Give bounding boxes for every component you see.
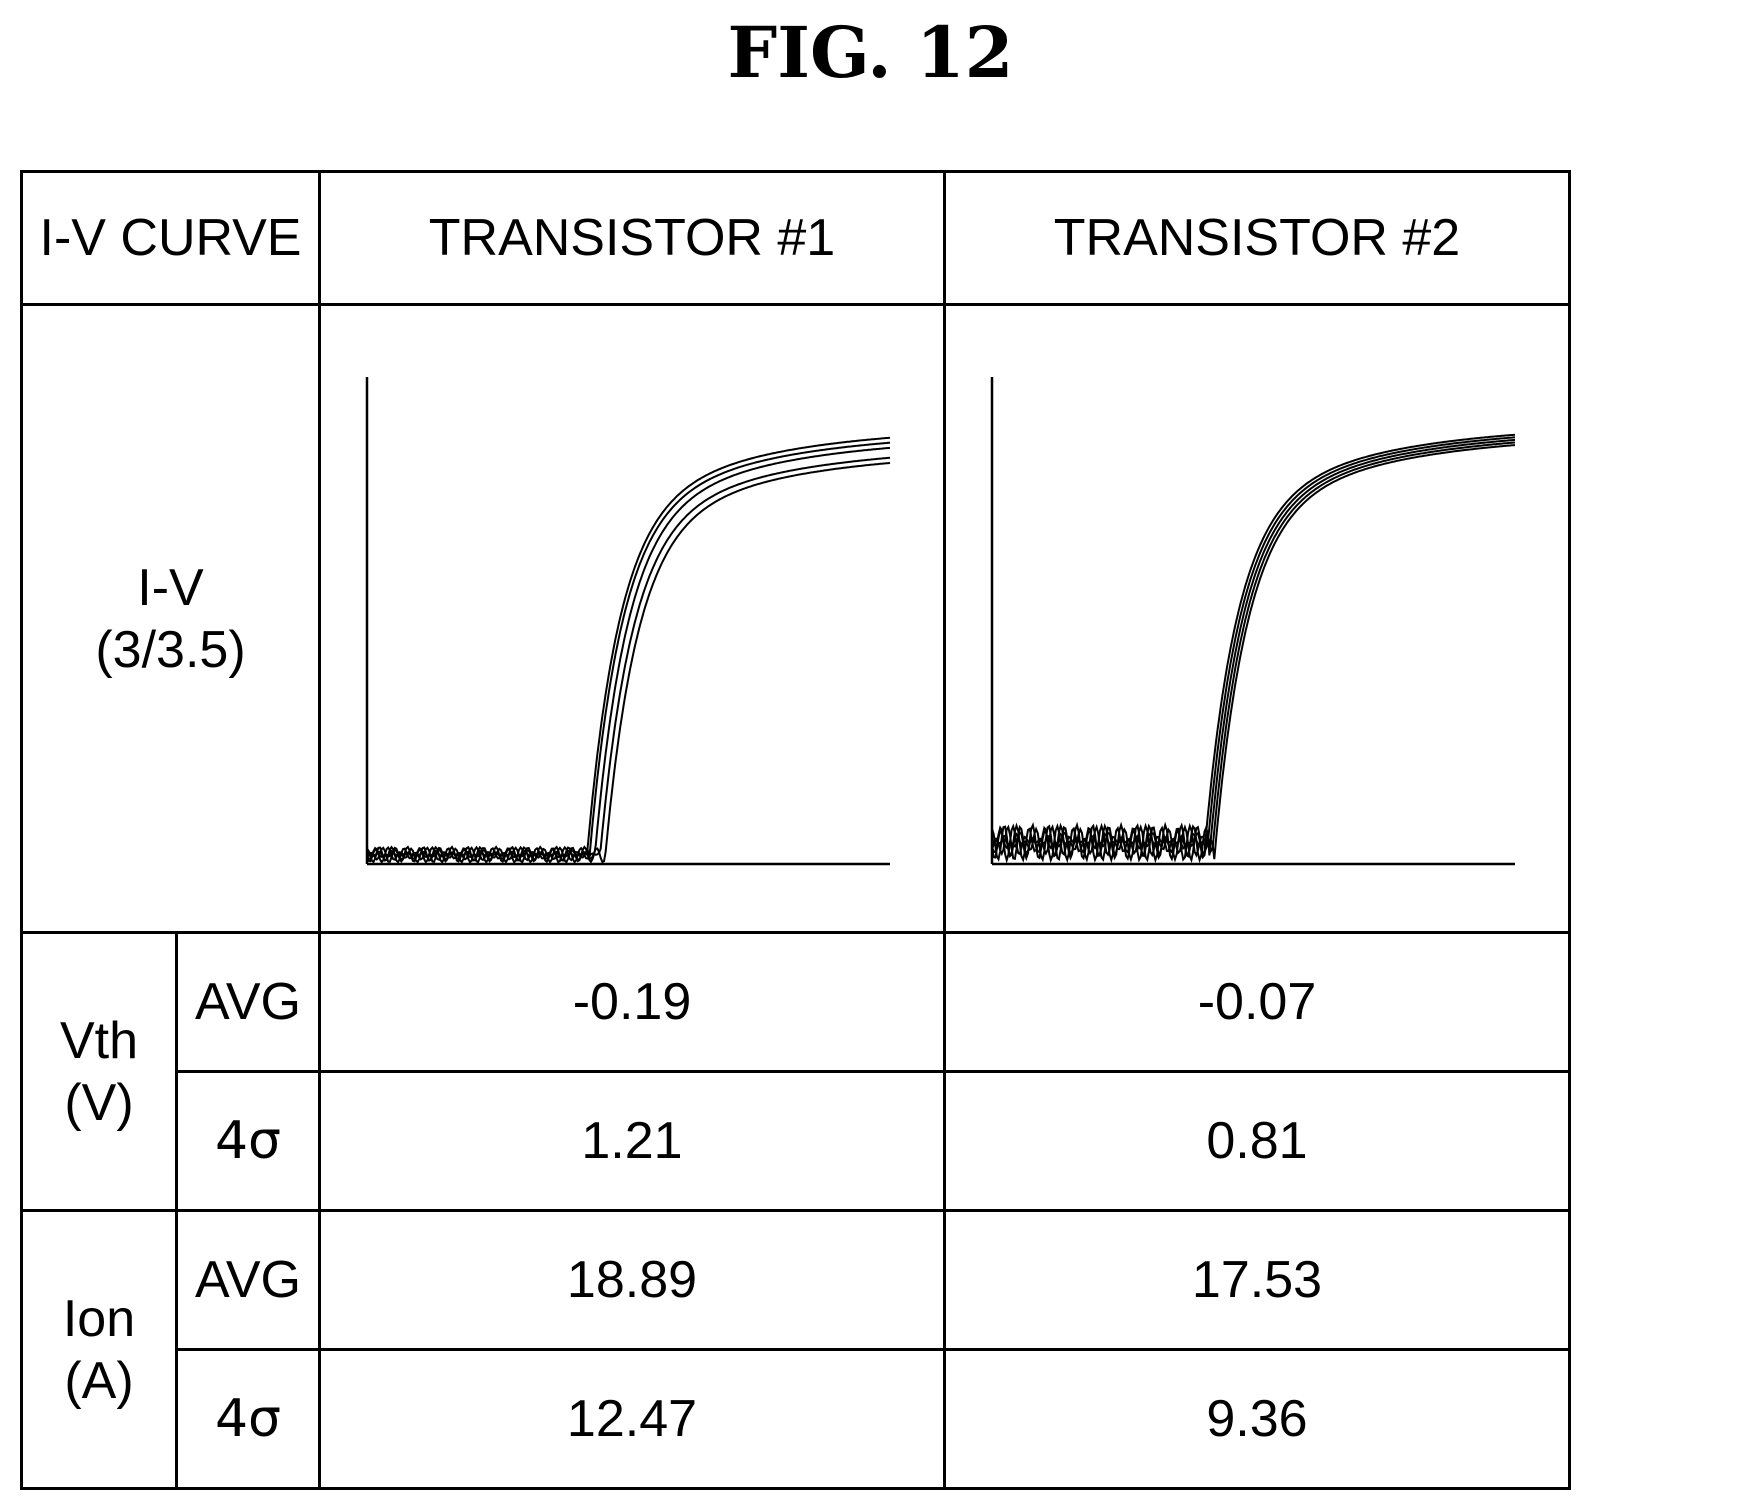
iv-curve-series-3 (366, 446, 891, 863)
iv-results-table: I-V CURVE TRANSISTOR #1 TRANSISTOR #2 I-… (20, 170, 1571, 1490)
ion-sigma-transistor-1: 12.47 (318, 1348, 946, 1490)
vth-avg-transistor-2: -0.07 (943, 931, 1571, 1073)
vth-label-line1: Vth (59, 1011, 139, 1070)
vth-sigma-transistor-1: 1.21 (318, 1070, 946, 1212)
iv-curve-series-3 (991, 438, 1516, 862)
column-header-transistor-2: TRANSISTOR #2 (943, 170, 1571, 306)
iv-curve-series-4 (366, 456, 891, 864)
iv-curve-series-4 (991, 441, 1516, 863)
iv-plot-cell-1 (318, 303, 946, 934)
ion-avg-transistor-2: 17.53 (943, 1209, 1571, 1351)
ion-label-line1: Ion (62, 1289, 136, 1348)
header-row: I-V CURVE TRANSISTOR #1 TRANSISTOR #2 (20, 170, 1571, 306)
ion-label: Ion (A) (20, 1209, 178, 1490)
iv-curve-series-5 (991, 443, 1516, 864)
iv-plot-cell-2 (943, 303, 1571, 934)
iv-curve-series-1 (991, 433, 1516, 863)
ion-sigma-label: 4σ (175, 1348, 321, 1490)
iv-row-label-line1: I-V (137, 558, 204, 617)
iv-row-label-line2: (3/3.5) (95, 620, 246, 679)
figure-title: FIG. 12 (727, 11, 1014, 94)
iv-plot-row: I-V (3/3.5) (20, 303, 1571, 934)
vth-avg-transistor-1: -0.19 (318, 931, 946, 1073)
ion-sigma-row: 4σ 12.47 9.36 (22, 1348, 1571, 1490)
iv-curve-plot-transistor-2 (990, 376, 1516, 865)
ion-sigma-transistor-2: 9.36 (943, 1348, 1571, 1490)
vth-label: Vth (V) (20, 931, 178, 1212)
iv-curve-plot-transistor-1 (365, 376, 891, 865)
vth-avg-label: AVG (175, 931, 321, 1073)
iv-curve-series-2 (991, 435, 1516, 863)
ion-label-line2: (A) (64, 1351, 134, 1410)
iv-curve-series-5 (366, 461, 891, 864)
ion-avg-label: AVG (175, 1209, 321, 1351)
vth-sigma-transistor-2: 0.81 (943, 1070, 1571, 1212)
corner-header: I-V CURVE (20, 170, 321, 306)
vth-sigma-label: 4σ (175, 1070, 321, 1212)
vth-label-line2: (V) (64, 1073, 134, 1132)
ion-avg-row: Ion (A) AVG 18.89 17.53 (20, 1209, 1571, 1490)
ion-avg-transistor-1: 18.89 (318, 1209, 946, 1351)
vth-avg-row: Vth (V) AVG -0.19 -0.07 (20, 931, 1571, 1212)
iv-row-label: I-V (3/3.5) (20, 303, 321, 934)
vth-sigma-row: 4σ 1.21 0.81 (22, 1070, 1571, 1212)
column-header-transistor-1: TRANSISTOR #1 (318, 170, 946, 306)
